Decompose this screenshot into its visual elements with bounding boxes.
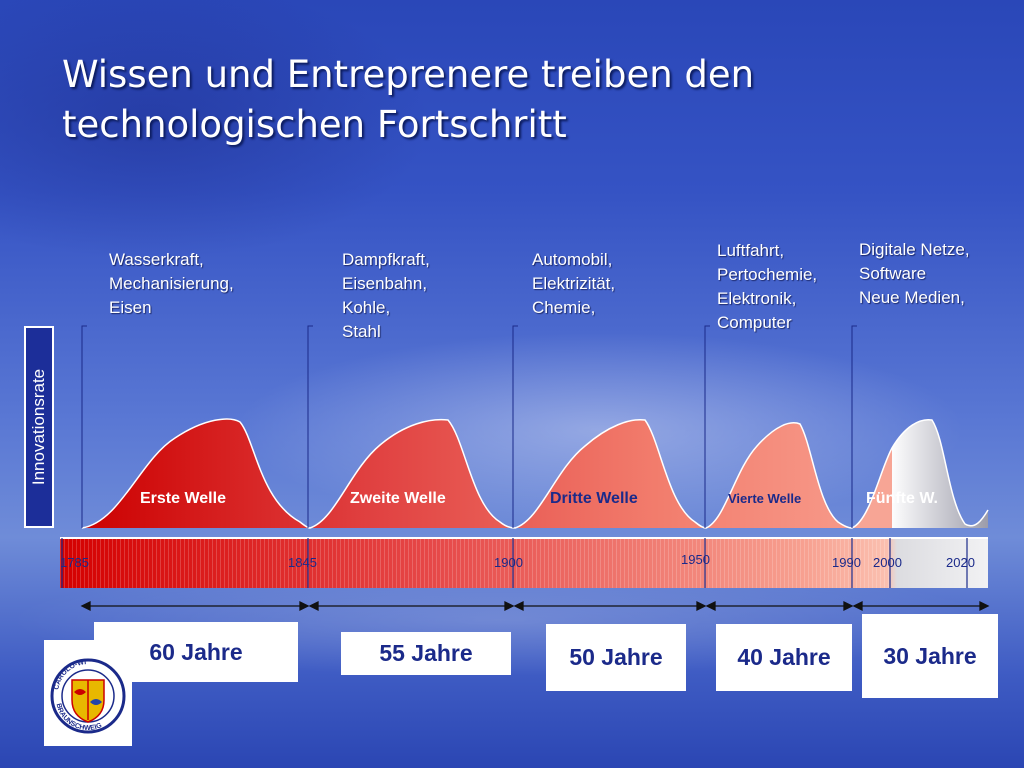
year-2020: 2020 — [946, 555, 975, 570]
period-box-4: 40 Jahre — [716, 624, 852, 691]
year-1785: 1785 — [60, 555, 89, 570]
era-label-2: Dampfkraft, Eisenbahn, Kohle, Stahl — [342, 250, 430, 341]
wave-name-4: Vierte Welle — [728, 491, 802, 506]
period-arrows — [80, 600, 990, 612]
university-logo: CAROLO-WI BRAUNSCHWEIG — [44, 640, 132, 746]
era-label-5: Digitale Netze, Software Neue Medien, — [859, 240, 970, 307]
wave-name-2: Zweite Welle — [350, 490, 446, 507]
wave-name-3: Dritte Welle — [550, 490, 638, 507]
wave-4 — [706, 422, 852, 528]
wave-3 — [515, 419, 706, 528]
era-label-3: Automobil, Elektrizität, Chemie, — [532, 250, 616, 317]
year-1900: 1900 — [494, 555, 523, 570]
era-label-4: Luftfahrt, Pertochemie, Elektronik, Comp… — [717, 241, 818, 332]
year-1845: 1845 — [288, 555, 317, 570]
wave-5-future — [892, 419, 988, 528]
y-axis-label-box: Innovationsrate — [24, 326, 54, 528]
year-1990: 1990 — [832, 555, 861, 570]
era-dividers — [81, 325, 857, 528]
wave-1 — [82, 419, 310, 528]
wave-name-5: Fünfte W. — [866, 490, 938, 507]
wave-5-history — [852, 448, 892, 528]
wave-name-1: Erste Welle — [140, 490, 226, 507]
slide-title: Wissen und Entreprenere treiben den tech… — [62, 53, 755, 146]
period-box-2: 55 Jahre — [341, 632, 511, 675]
era-label-1: Wasserkraft, Mechanisierung, Eisen — [109, 250, 234, 317]
period-box-3: 50 Jahre — [546, 624, 686, 691]
year-1950: 1950 — [681, 552, 710, 567]
period-box-5: 30 Jahre — [862, 614, 998, 698]
timeline-ticks — [61, 538, 968, 588]
wave-2 — [310, 419, 515, 528]
year-2000: 2000 — [873, 555, 902, 570]
